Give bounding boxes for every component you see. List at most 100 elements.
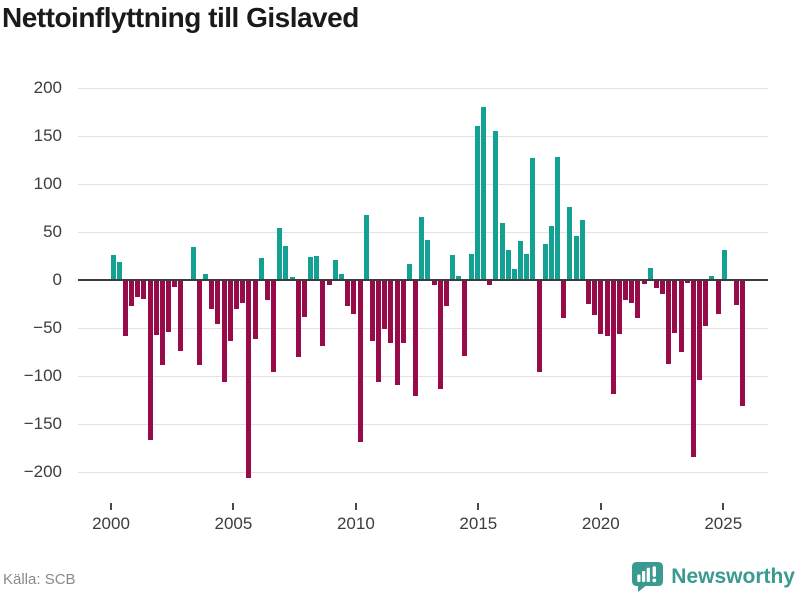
y-gridline: [78, 136, 768, 137]
bar: [301, 281, 307, 318]
y-axis-tick-label: 0: [52, 270, 62, 289]
bar: [221, 281, 227, 382]
bar: [110, 255, 116, 280]
bar: [598, 281, 604, 334]
bar: [141, 281, 147, 300]
bar: [709, 276, 715, 280]
bar: [295, 281, 301, 357]
y-gridline: [78, 88, 768, 89]
bar: [345, 281, 351, 306]
bar: [190, 247, 196, 280]
bar: [635, 281, 641, 319]
x-axis-tick: [599, 503, 602, 510]
bar: [394, 281, 400, 385]
bar: [314, 256, 320, 280]
bar: [320, 281, 326, 347]
bar: [240, 281, 246, 304]
x-axis-tick-label: 2005: [214, 514, 253, 533]
bar: [629, 281, 635, 304]
bar: [518, 240, 524, 280]
y-axis-tick-label: 150: [33, 126, 62, 145]
bar: [548, 226, 554, 280]
newsworthy-wordmark: Newsworthy: [671, 565, 795, 588]
bar: [382, 281, 388, 329]
bar: [474, 126, 480, 280]
bar: [246, 281, 252, 478]
y-gridline: [78, 184, 768, 185]
bar: [196, 281, 202, 366]
bar: [209, 281, 215, 309]
y-axis-tick-label: −100: [23, 366, 62, 385]
bar: [135, 281, 141, 298]
bar: [437, 281, 443, 390]
x-axis-tick: [354, 503, 357, 510]
bar: [122, 281, 128, 336]
x-axis-tick: [110, 503, 112, 510]
newsworthy-logo[interactable]: Newsworthy: [632, 562, 795, 592]
bar: [203, 274, 209, 280]
bar: [431, 281, 437, 285]
bar: [536, 281, 542, 373]
bar: [332, 259, 338, 280]
x-axis-tick-label: 2010: [336, 514, 375, 533]
bar: [153, 281, 159, 335]
bar: [672, 281, 678, 333]
bar: [604, 281, 610, 336]
bar: [505, 250, 511, 280]
bar: [703, 281, 709, 327]
bar: [715, 281, 721, 314]
bar: [660, 281, 666, 295]
bar: [666, 281, 672, 364]
bar: [684, 281, 690, 283]
y-axis-tick-label: −50: [33, 318, 62, 337]
x-axis-tick: [722, 503, 725, 510]
bar: [567, 207, 573, 280]
x-axis-tick-label: 2000: [92, 514, 130, 533]
y-axis-tick-label: 200: [33, 78, 62, 97]
bar: [524, 254, 530, 280]
y-gridline: [78, 424, 768, 425]
bar: [147, 281, 153, 441]
bar: [585, 281, 591, 305]
bar: [499, 223, 505, 280]
bar: [338, 274, 344, 280]
bar: [462, 281, 468, 356]
bar: [468, 254, 474, 280]
bar: [573, 235, 579, 280]
bar: [172, 281, 178, 287]
bar: [450, 255, 456, 280]
bar: [481, 107, 486, 280]
bar: [690, 281, 696, 457]
bar: [542, 243, 548, 280]
bar: [376, 281, 382, 382]
bar: [740, 281, 746, 406]
bar: [530, 158, 536, 280]
bar: [623, 281, 629, 301]
bar: [487, 281, 493, 285]
y-gridline: [78, 328, 768, 329]
bar: [413, 281, 419, 397]
x-axis-tick-label: 2020: [581, 514, 620, 533]
bar: [425, 239, 431, 280]
x-axis-tick: [232, 503, 235, 510]
bar: [734, 281, 740, 305]
y-axis-tick-label: −200: [23, 462, 62, 481]
y-axis-tick-label: −150: [23, 414, 62, 433]
bar: [653, 281, 659, 288]
bar: [641, 281, 647, 284]
bar: [388, 281, 394, 344]
bar: [289, 277, 295, 280]
bar: [493, 131, 499, 280]
bar: [258, 257, 264, 280]
bar: [129, 281, 135, 306]
x-axis-tick: [477, 503, 480, 510]
bar: [363, 214, 369, 280]
bar: [178, 281, 184, 352]
zero-axis-line: [78, 279, 768, 281]
bar: [264, 281, 270, 301]
bar: [647, 268, 653, 280]
bar: [561, 281, 567, 319]
bar: [271, 281, 277, 373]
